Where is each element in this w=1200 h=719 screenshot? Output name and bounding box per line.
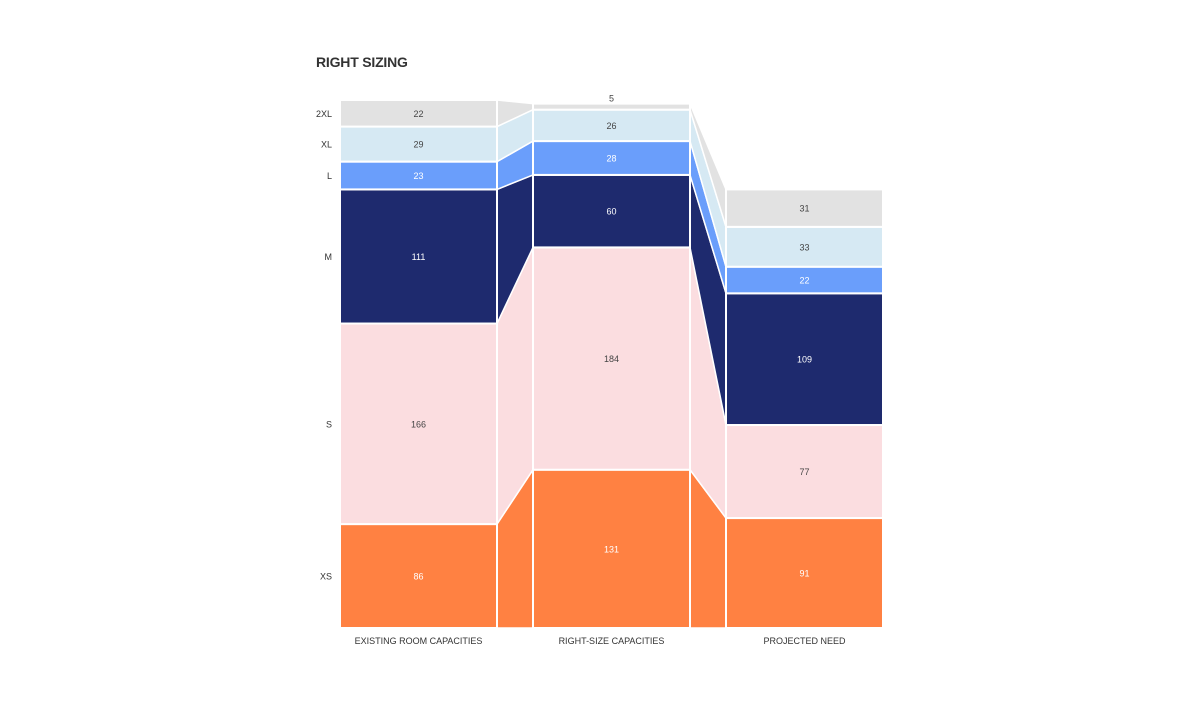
data-label: 60 [606,207,616,217]
bar-segment-2xl [532,102,691,111]
bar-segment-s [725,424,884,520]
data-label: 23 [413,171,423,181]
data-label: 111 [412,252,426,262]
y-category-label: S [326,419,332,429]
bar-segment-s [339,322,498,526]
y-category-label: M [325,252,333,262]
data-label: 29 [413,140,423,150]
bar-segment-l [532,140,691,176]
data-label: 31 [799,204,809,214]
data-label: 28 [606,153,616,163]
bar-segment-2xl [725,188,884,228]
x-tick-label: RIGHT-SIZE CAPACITIES [559,636,665,646]
bar-segment-m [532,173,691,249]
bar-segment-s [532,246,691,471]
data-label: 26 [606,121,616,131]
y-category-label: 2XL [316,109,332,119]
bar-segment-m [339,188,498,325]
x-tick-label: PROJECTED NEED [763,636,846,646]
bar-segment-xs [725,517,884,630]
chart-title: RIGHT SIZING [316,54,408,70]
bar-segment-xl [339,125,498,163]
bar-segment-xl [532,108,691,143]
x-tick-label: EXISTING ROOM CAPACITIES [355,636,483,646]
data-label: 166 [411,419,426,429]
bar-segment-xl [725,225,884,268]
bar-segment-xs [339,523,498,630]
data-label: 5 [609,94,614,104]
y-category-label: XL [321,140,332,150]
data-label: 131 [604,544,619,554]
bar-segment-xs [532,468,691,629]
data-label: 22 [413,109,423,119]
data-label: 109 [797,355,812,365]
y-category-label: XS [320,572,332,582]
data-label: 33 [799,242,809,252]
y-category-label: L [327,171,332,181]
data-label: 86 [413,572,423,582]
data-label: 184 [604,354,619,364]
data-label: 91 [799,569,809,579]
data-label: 22 [799,276,809,286]
bar-segment-2xl [339,99,498,128]
bar-segment-m [725,292,884,427]
data-label: 77 [799,467,809,477]
